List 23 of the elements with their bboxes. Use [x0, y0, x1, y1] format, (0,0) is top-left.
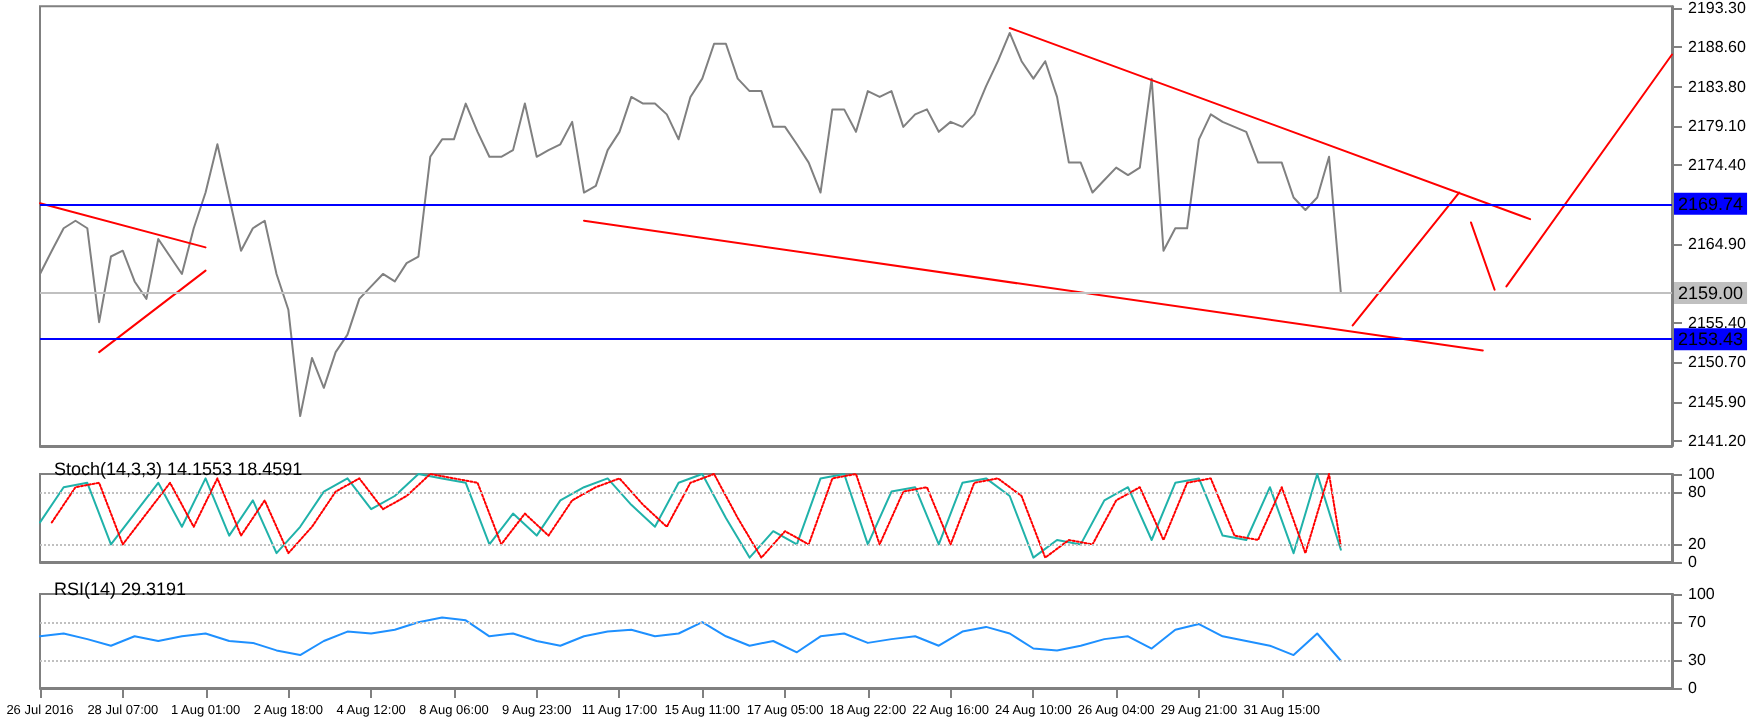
y-tick-label: 0: [1688, 553, 1698, 571]
y-tick-label: 0: [1688, 679, 1698, 697]
y-tick-label: 2183.80: [1688, 77, 1747, 96]
y-tick-label: 100: [1688, 465, 1716, 483]
y-tick-label: 2155.40: [1688, 313, 1747, 332]
y-tick-label: 2141.20: [1688, 432, 1747, 451]
ref-line-label: 2159.00: [1678, 283, 1744, 304]
ref-line-label: 2169.74: [1678, 193, 1744, 214]
y-tick-label: 70: [1688, 613, 1707, 632]
y-tick-label: 20: [1688, 535, 1707, 554]
y-tick-label: 2164.90: [1688, 235, 1747, 254]
y-tick-label: 80: [1688, 482, 1707, 501]
y-tick-label: 2188.60: [1688, 38, 1747, 57]
y-tick-label: 2174.40: [1688, 156, 1747, 175]
y-tick-label: 2150.70: [1688, 353, 1747, 372]
y-tick-label: 2193.30: [1688, 0, 1747, 17]
y-tick-label: 2179.10: [1688, 117, 1747, 136]
chart-title: Stoch(14,3,3) 14.1553 18.4591: [54, 459, 303, 479]
y-tick-label: 100: [1688, 585, 1716, 603]
y-tick-label: 30: [1688, 650, 1707, 669]
chart-title: RSI(14) 29.3191: [54, 579, 187, 599]
ref-line-label: 2153.43: [1678, 329, 1744, 350]
y-tick-label: 2145.90: [1688, 392, 1747, 411]
